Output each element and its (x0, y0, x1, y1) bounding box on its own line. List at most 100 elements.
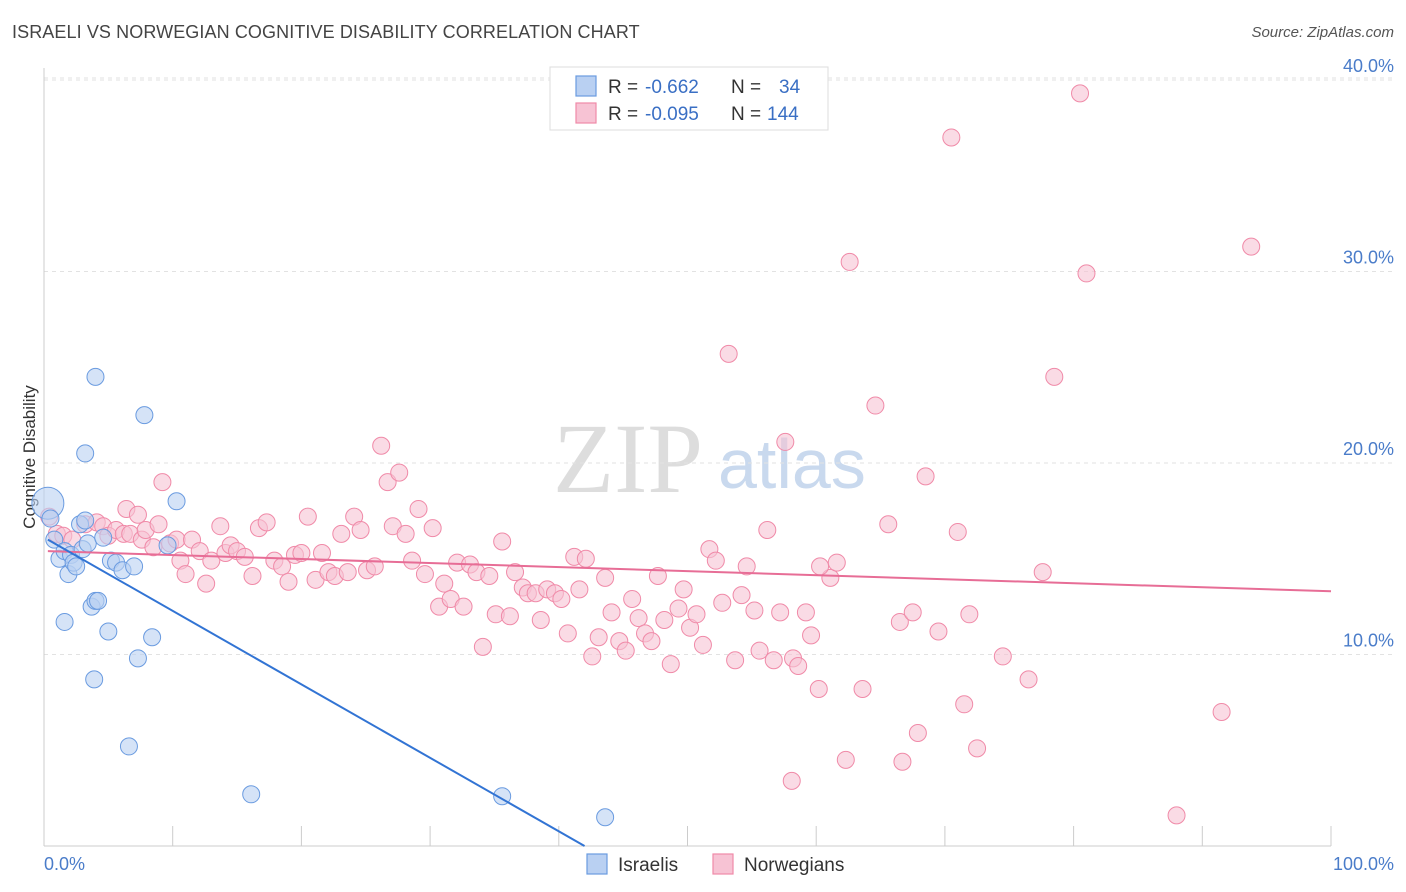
data-point-norwegians (629, 609, 648, 628)
data-point-norwegians (1071, 84, 1090, 103)
data-point-norwegians (589, 628, 608, 647)
data-point-norwegians (719, 344, 738, 363)
data-point-norwegians (596, 568, 615, 587)
data-point-norwegians (570, 580, 589, 599)
data-point-norwegians (332, 524, 351, 543)
source-credit: Source: ZipAtlas.com (1251, 24, 1394, 41)
data-point-norwegians (745, 601, 764, 620)
data-point-israelis (99, 622, 118, 641)
data-point-norwegians (706, 551, 725, 570)
watermark-zip: ZIP (553, 403, 703, 514)
data-point-norwegians (942, 128, 961, 147)
y-tick-label: 30.0% (1343, 248, 1394, 268)
data-point-norwegians (840, 252, 859, 271)
data-point-norwegians (312, 544, 331, 563)
data-point-norwegians (623, 589, 642, 608)
data-point-norwegians (1242, 237, 1261, 256)
y-tick-label: 40.0% (1343, 56, 1394, 76)
data-point-norwegians (1167, 806, 1186, 825)
legend-r-value-israelis: -0.662 (645, 77, 699, 98)
data-point-norwegians (661, 655, 680, 674)
data-point-norwegians (948, 522, 967, 541)
data-point-norwegians (1033, 563, 1052, 582)
data-point-norwegians (298, 507, 317, 526)
data-point-israelis (135, 406, 154, 425)
chart-title: ISRAELI VS NORWEGIAN COGNITIVE DISABILIT… (12, 22, 640, 42)
data-point-norwegians (378, 473, 397, 492)
data-point-norwegians (968, 739, 987, 758)
trend-line-norwegians (47, 550, 1332, 593)
data-point-norwegians (351, 521, 370, 540)
data-point-norwegians (403, 551, 422, 570)
data-point-israelis (89, 591, 108, 610)
data-point-norwegians (279, 572, 298, 591)
data-point-norwegians (372, 436, 391, 455)
data-point-norwegians (796, 603, 815, 622)
data-point-norwegians (866, 396, 885, 415)
data-point-israelis (596, 808, 615, 827)
data-point-israelis (55, 612, 74, 631)
data-point-norwegians (750, 641, 769, 660)
data-point-israelis (128, 649, 147, 668)
data-point-norwegians (789, 656, 808, 675)
bottom-legend-swatch-israelis (586, 853, 608, 875)
data-point-norwegians (616, 641, 635, 660)
data-point-norwegians (929, 622, 948, 641)
data-point-norwegians (908, 724, 927, 743)
data-point-norwegians (1045, 367, 1064, 386)
data-point-norwegians (811, 557, 830, 576)
data-point-israelis (158, 536, 177, 555)
x-axis-ticks (172, 826, 1332, 846)
data-point-norwegians (552, 589, 571, 608)
data-point-norwegians (423, 519, 442, 538)
data-point-norwegians (506, 563, 525, 582)
data-point-norwegians (576, 549, 595, 568)
data-point-norwegians (531, 611, 550, 630)
data-point-israelis (125, 557, 144, 576)
data-point-norwegians (153, 473, 172, 492)
legend-n-label-israelis: N = (731, 77, 761, 98)
legend-r-value-norwegians: -0.095 (645, 104, 699, 125)
data-point-norwegians (782, 771, 801, 790)
data-point-israelis (45, 530, 64, 549)
data-point-norwegians (655, 611, 674, 630)
data-point-norwegians (1019, 670, 1038, 689)
data-point-norwegians (558, 624, 577, 643)
data-point-norwegians (415, 565, 434, 584)
data-point-norwegians (493, 532, 512, 551)
data-point-norwegians (211, 517, 230, 536)
data-point-norwegians (396, 524, 415, 543)
legend-n-label-norwegians: N = (731, 104, 761, 125)
data-point-norwegians (338, 563, 357, 582)
data-point-norwegians (764, 651, 783, 670)
data-point-israelis (119, 737, 138, 756)
data-point-norwegians (642, 632, 661, 651)
data-point-norwegians (776, 432, 795, 451)
bottom-legend-label-norwegians: Norwegians (744, 855, 844, 876)
data-point-norwegians (648, 566, 667, 585)
data-point-norwegians (960, 605, 979, 624)
data-point-israelis (242, 785, 261, 804)
legend-r-label-norwegians: R = (608, 104, 638, 125)
bottom-legend-label-israelis: Israelis (618, 855, 678, 876)
data-point-norwegians (292, 544, 311, 563)
data-point-norwegians (128, 505, 147, 524)
data-point-norwegians (435, 574, 454, 593)
data-point-israelis (76, 511, 95, 530)
data-point-norwegians (693, 635, 712, 654)
data-point-norwegians (669, 599, 688, 618)
data-point-israelis (94, 528, 113, 547)
data-point-norwegians (955, 695, 974, 714)
data-point-norwegians (674, 580, 693, 599)
data-point-norwegians (687, 605, 706, 624)
data-point-norwegians (713, 593, 732, 612)
legend-n-value-norwegians: 144 (767, 104, 799, 125)
bottom-legend-swatch-norwegians (712, 853, 734, 875)
data-point-israelis (85, 670, 104, 689)
data-point-norwegians (890, 612, 909, 631)
data-point-norwegians (853, 679, 872, 698)
data-point-norwegians (583, 647, 602, 666)
data-point-norwegians (197, 574, 216, 593)
data-point-norwegians (473, 637, 492, 656)
data-point-norwegians (737, 557, 756, 576)
